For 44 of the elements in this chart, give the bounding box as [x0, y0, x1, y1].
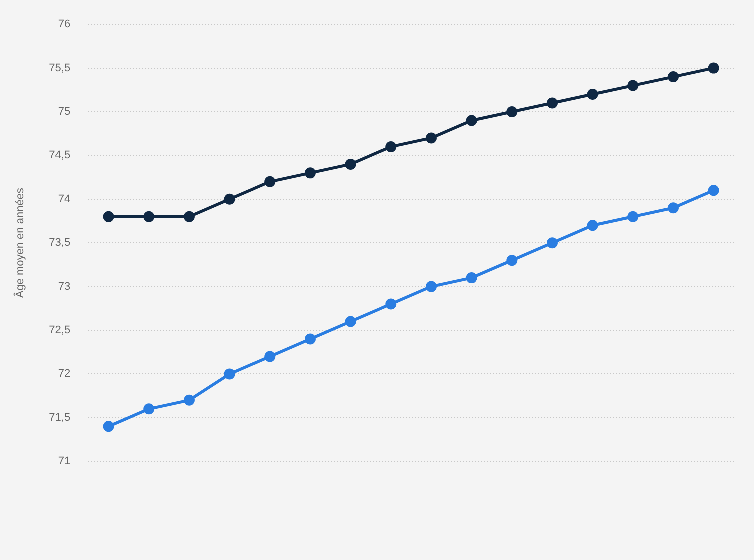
- point: [224, 194, 236, 205]
- point: [103, 211, 114, 222]
- point: [144, 211, 155, 222]
- point: [546, 98, 558, 109]
- y-tick-label: 76: [58, 18, 71, 31]
- point: [546, 238, 558, 249]
- y-tick-label: 75: [58, 106, 71, 118]
- point: [668, 202, 679, 214]
- point: [386, 298, 397, 310]
- point: [184, 211, 195, 222]
- point: [184, 394, 195, 406]
- y-tick-label: 74,5: [49, 150, 71, 162]
- point: [264, 351, 276, 362]
- point: [224, 368, 236, 380]
- point: [426, 132, 437, 144]
- y-axis-title: Âge moyen en années: [14, 188, 27, 298]
- y-tick-label: 74: [58, 193, 71, 206]
- point: [708, 185, 720, 196]
- point: [304, 334, 316, 345]
- point: [264, 176, 276, 188]
- y-tick-label: 71: [58, 456, 71, 468]
- point: [587, 89, 598, 100]
- y-tick-label: 75,5: [49, 62, 71, 74]
- point: [506, 106, 518, 118]
- point: [506, 255, 518, 266]
- y-tick-label: 73: [58, 280, 71, 293]
- y-tick-label: 71,5: [49, 412, 71, 424]
- point: [668, 72, 679, 83]
- y-tick-label: 73,5: [49, 237, 71, 250]
- point: [426, 281, 437, 292]
- point: [144, 404, 155, 415]
- point: [345, 316, 356, 328]
- point: [466, 272, 478, 284]
- y-tick-label: 72,5: [49, 324, 71, 337]
- y-tick-label: 72: [58, 368, 71, 380]
- point: [466, 115, 478, 126]
- point: [103, 421, 114, 432]
- point: [708, 62, 720, 74]
- point: [304, 168, 316, 179]
- point: [628, 211, 639, 222]
- point: [345, 158, 356, 170]
- point: [386, 141, 397, 152]
- point: [628, 80, 639, 92]
- point: [587, 220, 598, 232]
